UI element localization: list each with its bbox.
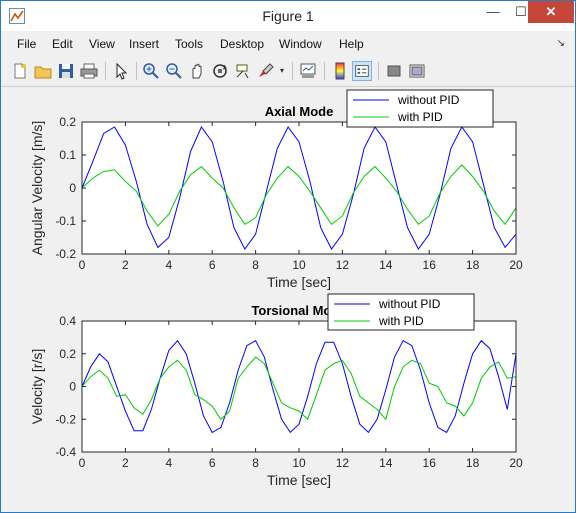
y-tick-label: -0.2 bbox=[55, 412, 76, 426]
legend-label: without PID bbox=[397, 93, 460, 107]
minimize-button[interactable]: — bbox=[486, 4, 500, 19]
menu-insert[interactable]: Insert bbox=[129, 37, 160, 51]
hide-plot-tools-icon[interactable] bbox=[384, 61, 404, 81]
colorbar-icon[interactable] bbox=[330, 61, 350, 81]
series-line-with-pid bbox=[81, 356, 517, 421]
rotate-3d-icon[interactable] bbox=[210, 61, 230, 81]
series-line-without-pid bbox=[81, 126, 517, 250]
menu-help[interactable]: Help bbox=[339, 37, 364, 51]
legend-label: with PID bbox=[397, 110, 443, 124]
y-tick-label: 0.2 bbox=[59, 347, 76, 361]
y-tick-label: -0.2 bbox=[55, 247, 76, 261]
menu-file[interactable]: File bbox=[17, 37, 37, 51]
x-tick-label: 18 bbox=[466, 258, 480, 272]
pan-icon[interactable] bbox=[187, 61, 207, 81]
legend-icon[interactable] bbox=[352, 61, 372, 81]
x-tick-label: 20 bbox=[509, 258, 523, 272]
x-tick-label: 12 bbox=[336, 456, 350, 470]
y-tick-label: 0.2 bbox=[59, 115, 76, 129]
series-line-with-pid bbox=[81, 164, 517, 227]
menu-bar: File Edit View Insert Tools Desktop Wind… bbox=[1, 33, 575, 55]
legend-label: without PID bbox=[378, 297, 441, 311]
legend-label: with PID bbox=[378, 314, 424, 328]
zoom-in-icon[interactable] bbox=[141, 61, 161, 81]
x-tick-label: 14 bbox=[379, 258, 393, 272]
menu-view[interactable]: View bbox=[89, 37, 115, 51]
toolbar-separator bbox=[105, 62, 106, 80]
y-axis-label: Angular Velocity [m/s] bbox=[29, 121, 45, 256]
legend[interactable]: without PID with PID bbox=[346, 89, 494, 128]
x-tick-label: 14 bbox=[379, 456, 393, 470]
y-tick-label: 0.4 bbox=[59, 314, 76, 328]
x-tick-label: 20 bbox=[509, 456, 523, 470]
figure-toolbar: ▾ bbox=[1, 56, 575, 87]
menu-window[interactable]: Window bbox=[279, 37, 322, 51]
brush-dropdown-icon[interactable]: ▾ bbox=[280, 66, 285, 75]
link-plot-icon[interactable] bbox=[298, 61, 318, 81]
legend[interactable]: without PID with PID bbox=[327, 293, 475, 331]
x-tick-label: 18 bbox=[466, 456, 480, 470]
x-tick-label: 6 bbox=[209, 456, 216, 470]
menu-edit[interactable]: Edit bbox=[52, 37, 73, 51]
x-axis-label: Time [sec] bbox=[267, 274, 331, 290]
x-tick-label: 2 bbox=[122, 456, 129, 470]
x-tick-label: 6 bbox=[209, 258, 216, 272]
x-tick-label: 4 bbox=[165, 258, 172, 272]
x-tick-label: 2 bbox=[122, 258, 129, 272]
axes-title: Axial Mode bbox=[265, 104, 334, 119]
show-plot-tools-icon[interactable] bbox=[407, 61, 427, 81]
series-line-without-pid bbox=[81, 339, 517, 434]
x-axis-label: Time [sec] bbox=[267, 472, 331, 488]
axes-background bbox=[82, 321, 516, 452]
x-tick-label: 8 bbox=[252, 258, 259, 272]
axes-1[interactable]: 0 2 4 6 8 10 12 14 16 18 20 -0.2 -0.1 0 0.1 0.2 Axial Mo… bbox=[29, 89, 523, 290]
close-button[interactable]: ✕ bbox=[528, 1, 574, 23]
dock-figure-icon[interactable]: ↘ bbox=[556, 38, 565, 49]
x-tick-label: 4 bbox=[165, 456, 172, 470]
data-cursor-icon[interactable] bbox=[233, 61, 253, 81]
axes-2[interactable]: 0 2 4 6 8 10 12 14 16 18 20 -0.4 -0.2 0 0.2 0.4 Torsiona… bbox=[29, 293, 523, 488]
y-tick-label: 0.1 bbox=[59, 148, 76, 162]
x-tick-label: 16 bbox=[423, 258, 437, 272]
window-title: Figure 1 bbox=[262, 8, 314, 24]
y-tick-label: -0.1 bbox=[55, 214, 76, 228]
x-tick-label: 8 bbox=[252, 456, 259, 470]
menu-desktop[interactable]: Desktop bbox=[220, 37, 265, 51]
print-icon[interactable] bbox=[79, 61, 99, 81]
menu-tools[interactable]: Tools bbox=[175, 37, 204, 51]
save-icon[interactable] bbox=[56, 61, 76, 81]
x-tick-label: 0 bbox=[79, 456, 86, 470]
maximize-button[interactable]: ☐ bbox=[515, 4, 527, 19]
toolbar-separator bbox=[136, 62, 137, 80]
x-tick-label: 10 bbox=[292, 456, 306, 470]
toolbar-separator bbox=[378, 62, 379, 80]
new-figure-icon[interactable] bbox=[10, 61, 30, 81]
axes-title: Torsional Mode bbox=[251, 303, 346, 318]
toolbar-separator bbox=[324, 62, 325, 80]
y-axis-label: Velocity [r/s] bbox=[29, 349, 45, 424]
x-tick-label: 16 bbox=[423, 456, 437, 470]
x-tick-label: 0 bbox=[79, 258, 86, 272]
legend-box bbox=[327, 293, 475, 331]
open-file-icon[interactable] bbox=[33, 61, 53, 81]
toolbar-separator bbox=[292, 62, 293, 80]
legend-box bbox=[346, 89, 494, 128]
pointer-icon[interactable] bbox=[111, 61, 131, 81]
x-tick-label: 10 bbox=[292, 258, 306, 272]
zoom-out-icon[interactable] bbox=[164, 61, 184, 81]
y-tick-label: 0 bbox=[69, 380, 76, 394]
brush-icon[interactable] bbox=[256, 61, 276, 81]
y-tick-label: 0 bbox=[69, 181, 76, 195]
title-bar[interactable]: Figure 1 — ☐ ✕ bbox=[1, 1, 575, 31]
x-tick-label: 12 bbox=[336, 258, 350, 272]
y-tick-label: -0.4 bbox=[55, 445, 76, 459]
matlab-figure-icon bbox=[9, 8, 25, 24]
